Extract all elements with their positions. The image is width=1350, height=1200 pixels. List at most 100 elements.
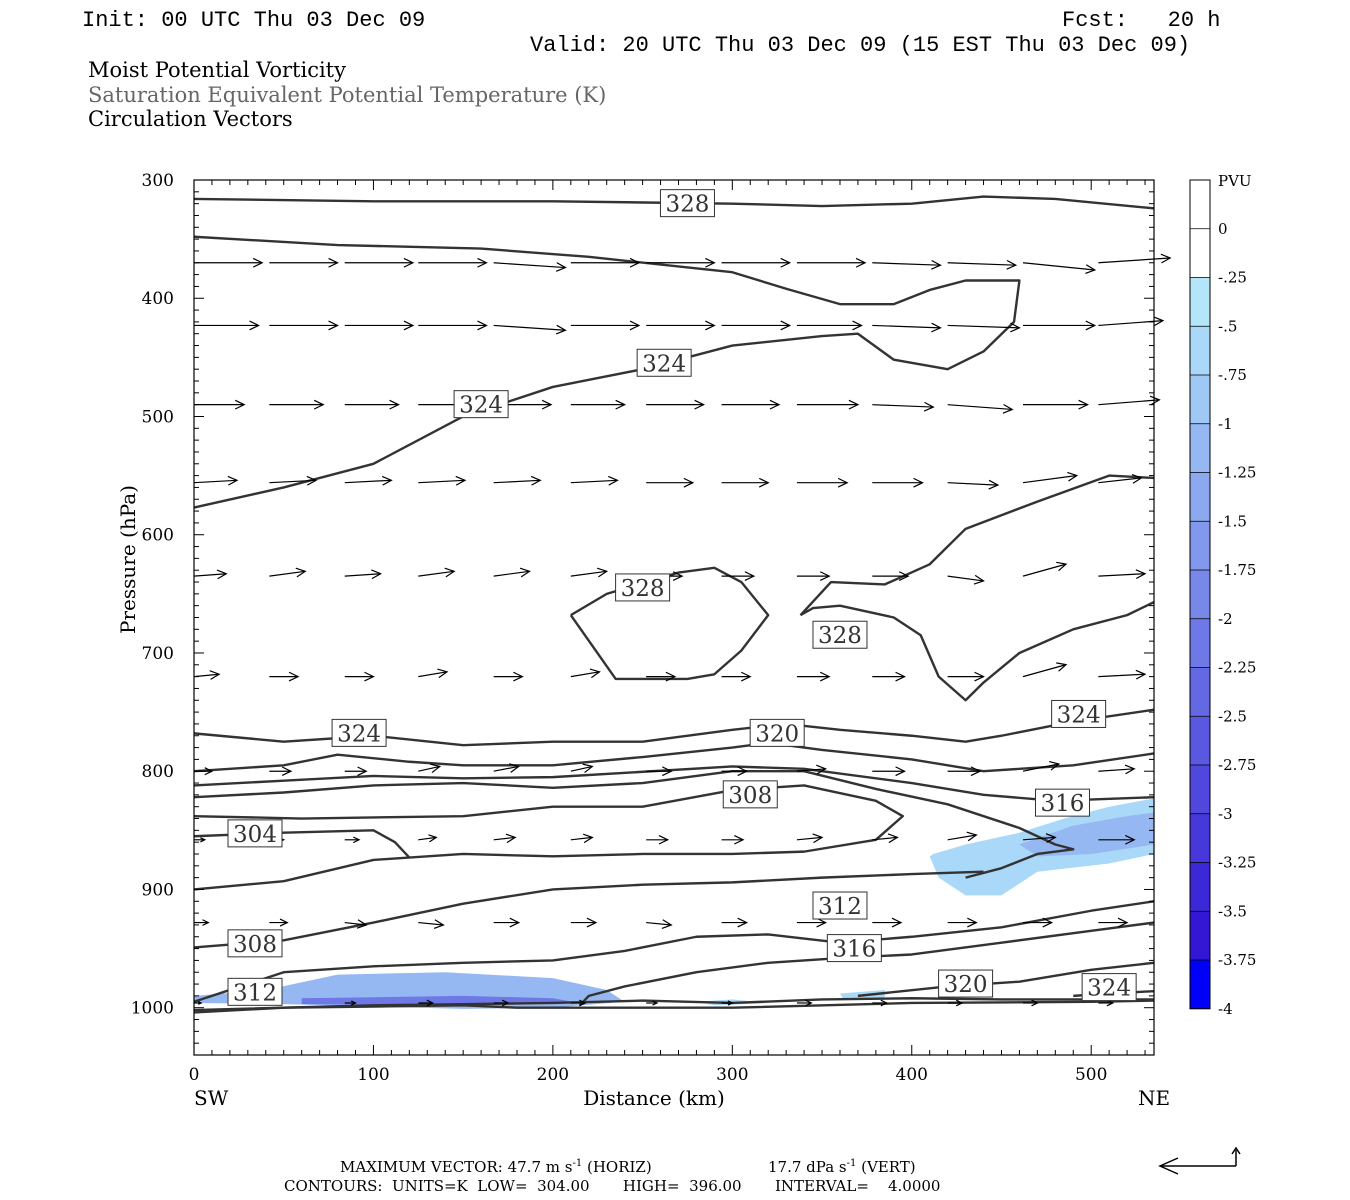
vector-head xyxy=(855,257,867,268)
colorbar-swatch xyxy=(1190,911,1210,960)
x-tick-label: 200 xyxy=(537,1065,569,1085)
vector-arrow xyxy=(796,764,828,775)
vector-head xyxy=(1135,669,1147,680)
vector-head xyxy=(328,320,339,331)
colorbar-swatch xyxy=(1190,960,1210,1009)
vector-arrow xyxy=(1022,760,1061,772)
vector-head xyxy=(295,567,307,578)
field-title-mpv: Moist Potential Vorticity xyxy=(88,58,346,82)
vector-arrow xyxy=(493,567,531,578)
contour-312-8 xyxy=(193,770,1075,879)
vector-arrow xyxy=(344,1000,357,1006)
contour-label-text: 324 xyxy=(1057,702,1101,728)
contour-label-text: 328 xyxy=(621,576,665,602)
vector-head xyxy=(371,569,382,580)
axes-layer: 0 100 200 300 400 500 300 400 500 600 700 800 900 100… xyxy=(116,171,1170,1110)
vector-arrow xyxy=(344,919,368,929)
vector-head xyxy=(848,399,860,410)
vector-head xyxy=(428,834,438,843)
vector-head xyxy=(477,257,488,268)
vector-head xyxy=(288,671,300,682)
vector-arrow xyxy=(646,1000,659,1006)
vector-head xyxy=(923,401,935,412)
contour-label-text: 312 xyxy=(818,894,862,920)
contour-label-text: 324 xyxy=(459,393,503,419)
vector-shaft xyxy=(872,324,941,329)
x-tick-label: 100 xyxy=(357,1065,389,1085)
contour-label: 324 xyxy=(636,348,692,377)
vector-head xyxy=(974,671,985,682)
vector-arrow xyxy=(418,257,488,268)
unit-superscript-vert: -1 xyxy=(847,1158,857,1169)
colorbar-label: -1.75 xyxy=(1218,561,1256,579)
field-title-theta-es: Saturation Equivalent Potential Temperat… xyxy=(88,83,606,107)
vector-head xyxy=(913,477,924,488)
contour-label: 324 xyxy=(331,718,387,747)
colorbar-swatch xyxy=(1190,228,1210,278)
vector-head xyxy=(403,320,415,331)
colorbar: PVU 0 -.25 -.5 -.75 -1 -1.25 -1.5 -1.75 -2 -2.25 -2… xyxy=(1189,172,1256,1018)
vector-head xyxy=(582,833,594,844)
vector-arrow xyxy=(418,763,442,774)
theta-es-contour-layer xyxy=(193,195,1155,1014)
valid-time: Valid: 20 UTC Thu 03 Dec 09 (15 EST Thu … xyxy=(530,33,1190,58)
vector-arrow xyxy=(570,475,619,486)
contour-308-9 xyxy=(193,784,904,891)
vector-arrow xyxy=(796,571,831,582)
contour-label-text: 308 xyxy=(728,783,772,809)
vector-head xyxy=(1056,662,1068,672)
colorbar-swatch xyxy=(1190,472,1210,522)
vector-arrow xyxy=(344,671,375,682)
colorbar-label: -1.5 xyxy=(1218,512,1247,530)
contour-label-box xyxy=(1051,699,1107,728)
reference-vector-icon xyxy=(1158,1146,1241,1175)
contour-label-box xyxy=(227,929,283,958)
contour-label-text: 324 xyxy=(642,351,686,377)
vector-arrow xyxy=(796,320,863,331)
vector-shaft xyxy=(269,479,317,484)
contour-label: 320 xyxy=(749,718,805,747)
plot-frame xyxy=(193,179,1155,1056)
vector-head xyxy=(661,919,673,930)
contour-label: 308 xyxy=(722,780,778,809)
vector-shaft xyxy=(418,836,437,841)
y-tick-label: 600 xyxy=(142,526,174,546)
colorbar-label: -.25 xyxy=(1218,269,1247,287)
vector-head xyxy=(1042,917,1054,928)
contour-label: 312 xyxy=(227,977,283,1006)
vector-arrow xyxy=(418,668,449,679)
vector-arrow xyxy=(1098,253,1172,264)
vector-arrow xyxy=(493,324,567,335)
vector-arrow xyxy=(344,475,393,486)
vector-shaft xyxy=(947,834,977,841)
vector-head xyxy=(249,320,260,331)
vector-head xyxy=(1124,834,1136,845)
contour-324-1 xyxy=(193,235,1021,509)
contour-label: 328 xyxy=(659,189,715,218)
vector-arrow xyxy=(344,766,368,776)
y-tick-label: 500 xyxy=(142,407,174,427)
vector-head xyxy=(252,257,264,268)
vector-head xyxy=(973,574,985,585)
vector-arrow xyxy=(721,671,752,682)
vector-head xyxy=(608,475,619,486)
colorbar-swatch xyxy=(1190,375,1210,424)
vector-head xyxy=(198,1001,203,1005)
vector-shaft xyxy=(1022,262,1095,271)
vector-head xyxy=(204,767,214,776)
vector-arrow xyxy=(269,399,325,410)
vector-shaft xyxy=(418,921,444,926)
vector-head xyxy=(530,475,542,486)
colorbar-label: -3 xyxy=(1218,805,1233,823)
field-title-vectors: Circulation Vectors xyxy=(88,107,293,131)
colorbar-label: -2 xyxy=(1218,610,1233,628)
vector-arrow xyxy=(721,477,770,488)
vector-head xyxy=(281,766,293,776)
contour-label-text: 308 xyxy=(233,932,277,958)
init-time: Init: 00 UTC Thu 03 Dec 09 xyxy=(82,8,425,33)
vector-arrow xyxy=(947,403,1014,414)
vector-arrow xyxy=(570,999,587,1007)
vector-head xyxy=(313,399,325,410)
vector-arrow xyxy=(646,320,716,331)
